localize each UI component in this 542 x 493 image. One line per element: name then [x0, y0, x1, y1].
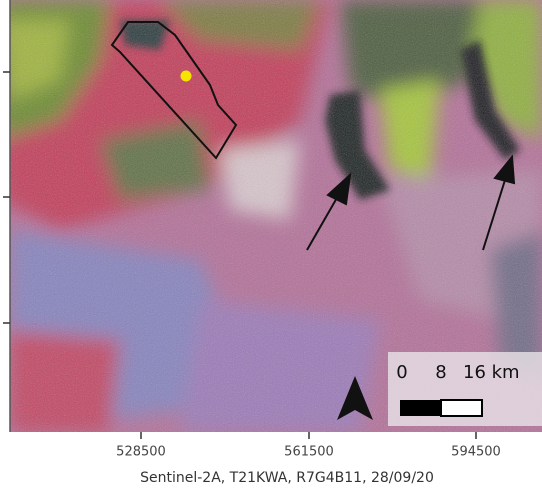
scale-label: 8 — [435, 362, 446, 383]
caption: Sentinel-2A, T21KWA, R7G4B11, 28/09/20 — [140, 470, 434, 486]
map-figure: 0 8 16 km 528500 561500 594500 Sentinel-… — [0, 0, 542, 493]
satellite-image — [0, 0, 542, 432]
x-tick-label: 594500 — [451, 445, 501, 460]
scale-label: 0 — [396, 362, 407, 383]
scale-segment — [400, 400, 441, 416]
x-tick-label: 561500 — [284, 445, 334, 460]
x-tick-label: 528500 — [116, 445, 166, 460]
scale-label: 16 km — [463, 362, 520, 383]
study-site-marker — [181, 71, 192, 82]
page: {"map": {"x_tick_labels": [528500, 56150… — [0, 0, 542, 493]
scale-segment — [441, 400, 482, 416]
